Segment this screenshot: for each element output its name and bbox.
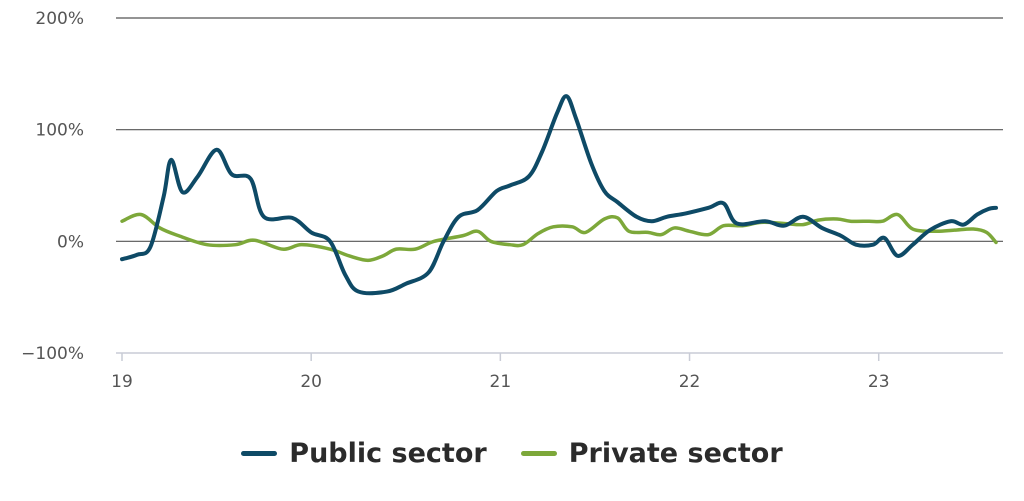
legend-label-private-sector: Private sector bbox=[568, 437, 783, 469]
series-line-public-sector bbox=[120, 94, 998, 296]
y-tick-label: 0% bbox=[57, 232, 84, 252]
x-tick-label: 20 bbox=[300, 372, 322, 392]
y-tick-label: −100% bbox=[21, 344, 84, 364]
legend-item-public-sector: Public sector bbox=[241, 437, 487, 469]
legend-swatch-private-sector bbox=[520, 450, 557, 456]
x-tick-label: 21 bbox=[490, 372, 512, 392]
y-tick-label: 100% bbox=[35, 121, 84, 141]
legend-swatch-public-sector bbox=[241, 450, 278, 456]
grid-lines bbox=[116, 17, 1003, 354]
line-chart: −100% 0% 100% 200% 19 20 21 22 23 bbox=[21, 9, 1003, 392]
x-tick-label: 22 bbox=[679, 372, 701, 392]
legend-item-private-sector: Private sector bbox=[520, 437, 783, 469]
x-tick-label: 19 bbox=[111, 372, 133, 392]
series-line-private-sector bbox=[120, 212, 998, 263]
series-lines bbox=[120, 94, 998, 296]
legend-label-public-sector: Public sector bbox=[289, 437, 487, 469]
x-axis-ticks: 19 20 21 22 23 bbox=[111, 353, 890, 392]
legend: Public sector Private sector bbox=[0, 428, 1024, 478]
y-axis-ticks: −100% 0% 100% 200% bbox=[21, 9, 84, 364]
x-tick-label: 23 bbox=[868, 372, 890, 392]
y-tick-label: 200% bbox=[35, 9, 84, 29]
